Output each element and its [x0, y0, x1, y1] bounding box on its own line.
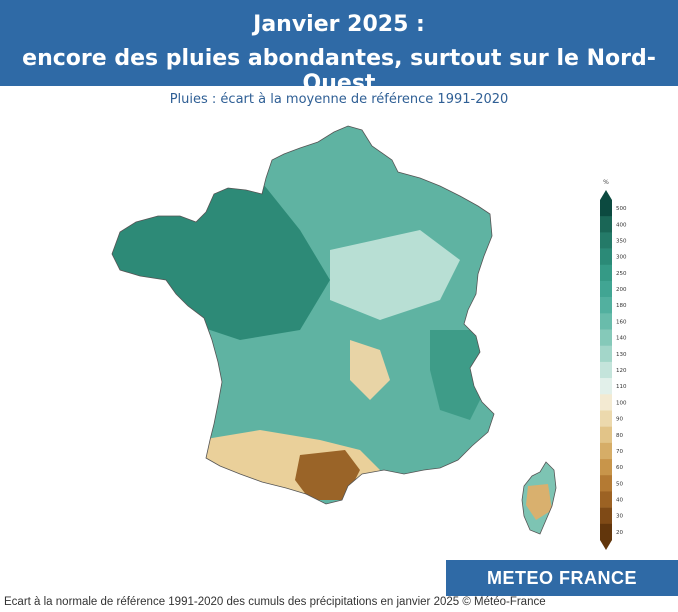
legend-swatch	[600, 442, 612, 460]
legend-label: 60	[616, 465, 623, 471]
legend-label: 200	[616, 287, 627, 293]
legend-label: 350	[616, 238, 627, 244]
legend-swatch	[600, 345, 612, 363]
legend-swatch	[600, 378, 612, 395]
legend-label: 40	[616, 498, 623, 504]
legend-swatch	[600, 491, 612, 508]
legend-swatch	[600, 475, 612, 492]
legend-label: 90	[616, 417, 623, 423]
legend-label: 300	[616, 255, 627, 261]
legend-swatch	[600, 216, 612, 233]
alps-rain-zone	[430, 330, 490, 420]
legend-scale: 500 400 350 300 250 200 180 160 140 130 120 110 100 9…	[600, 190, 627, 550]
map-subtitle: Pluies : écart à la moyenne de référence…	[169, 92, 509, 107]
legend-arrow-up	[600, 190, 612, 200]
legend-label: 80	[616, 433, 623, 439]
title-line-2: encore des pluies abondantes, surtout su…	[22, 46, 656, 96]
legend-label: 180	[616, 303, 627, 309]
legend-label: 120	[616, 368, 627, 374]
legend-swatch	[600, 313, 612, 330]
legend-label: 250	[616, 271, 627, 277]
legend-swatch	[600, 232, 612, 249]
legend-label: 130	[616, 352, 627, 358]
corsica-outline	[521, 461, 557, 535]
legend-swatch	[600, 329, 612, 347]
legend-swatch	[600, 523, 612, 541]
legend-swatch	[600, 507, 612, 525]
mainland-france	[111, 125, 495, 505]
map-caption: Ecart à la normale de référence 1991-202…	[4, 596, 546, 608]
central-east-near-normal-zone	[330, 230, 460, 320]
legend-arrow-down	[600, 540, 612, 550]
legend-label: 500	[616, 206, 627, 212]
legend-swatch	[600, 410, 612, 427]
legend-swatch	[600, 280, 612, 298]
roussillon-very-dry-zone	[295, 450, 360, 500]
mainland-outline	[111, 125, 495, 505]
legend-swatch	[600, 361, 612, 379]
legend-label: 20	[616, 530, 623, 536]
legend-label: 50	[616, 481, 623, 487]
legend-label: 400	[616, 222, 627, 228]
precipitation-legend: % 500 400 350 300 250 200 180 160 140 130 120 110 10…	[600, 179, 627, 550]
legend-label: 70	[616, 449, 623, 455]
legend-label: 30	[616, 514, 623, 520]
legend-unit: %	[603, 179, 609, 186]
legend-swatch	[600, 200, 612, 217]
legend-swatch	[600, 394, 612, 411]
legend-swatch	[600, 248, 612, 266]
legend-swatch	[600, 264, 612, 282]
legend-label: 140	[616, 336, 627, 342]
legend-label: 110	[616, 384, 627, 390]
meteo-france-logo: METEO FRANCE	[446, 560, 678, 596]
france-precipitation-map	[111, 125, 557, 535]
legend-swatch	[600, 297, 612, 314]
rhone-dry-patches	[350, 340, 390, 400]
legend-swatch	[600, 459, 612, 476]
legend-label: 160	[616, 319, 627, 325]
corsica-dry-zone	[526, 484, 552, 520]
legend-swatch	[600, 426, 612, 444]
legend-label: 100	[616, 400, 627, 406]
title-line-1: Janvier 2025 :	[253, 12, 425, 37]
title-banner: Janvier 2025 : encore des pluies abondan…	[0, 0, 678, 96]
corsica	[521, 461, 557, 535]
